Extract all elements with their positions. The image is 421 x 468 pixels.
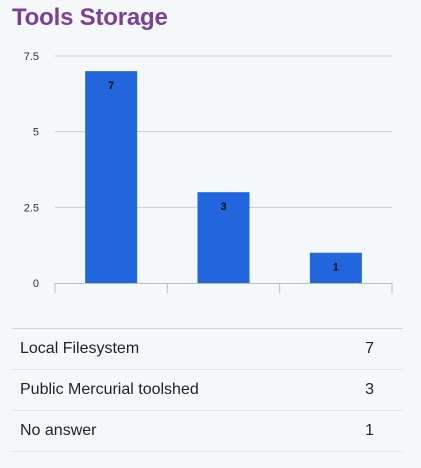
data-table: Local Filesystem 7 Public Mercurial tool…: [12, 328, 403, 452]
table-row: Public Mercurial toolshed 3: [12, 370, 403, 411]
bars: [85, 71, 362, 283]
data-label: 3: [220, 201, 226, 213]
y-tick-label: 2.5: [24, 202, 39, 214]
page-title: Tools Storage: [12, 4, 168, 31]
bar-chart: 0 2.5 5 7.5 7 3 1: [24, 51, 393, 293]
data-label: 7: [108, 80, 114, 92]
bar: [309, 252, 362, 283]
bar: [197, 192, 250, 283]
category-label: Public Mercurial toolshed: [20, 381, 199, 398]
category-label: Local Filesystem: [20, 340, 140, 357]
data-label: 1: [333, 262, 339, 274]
category-value: 1: [365, 422, 374, 439]
category-label: No answer: [20, 422, 97, 439]
y-tick-label: 0: [33, 278, 39, 290]
category-value: 3: [365, 381, 374, 398]
y-tick-label: 5: [33, 127, 39, 139]
x-axis: [54, 283, 393, 293]
category-value: 7: [365, 340, 374, 357]
data-labels: 7 3 1: [108, 80, 339, 274]
table-row: Local Filesystem 7: [12, 328, 403, 370]
y-axis-ticks: 0 2.5 5 7.5: [24, 51, 39, 290]
bar: [85, 71, 138, 283]
y-tick-label: 7.5: [24, 51, 39, 63]
table-row: No answer 1: [12, 411, 403, 452]
